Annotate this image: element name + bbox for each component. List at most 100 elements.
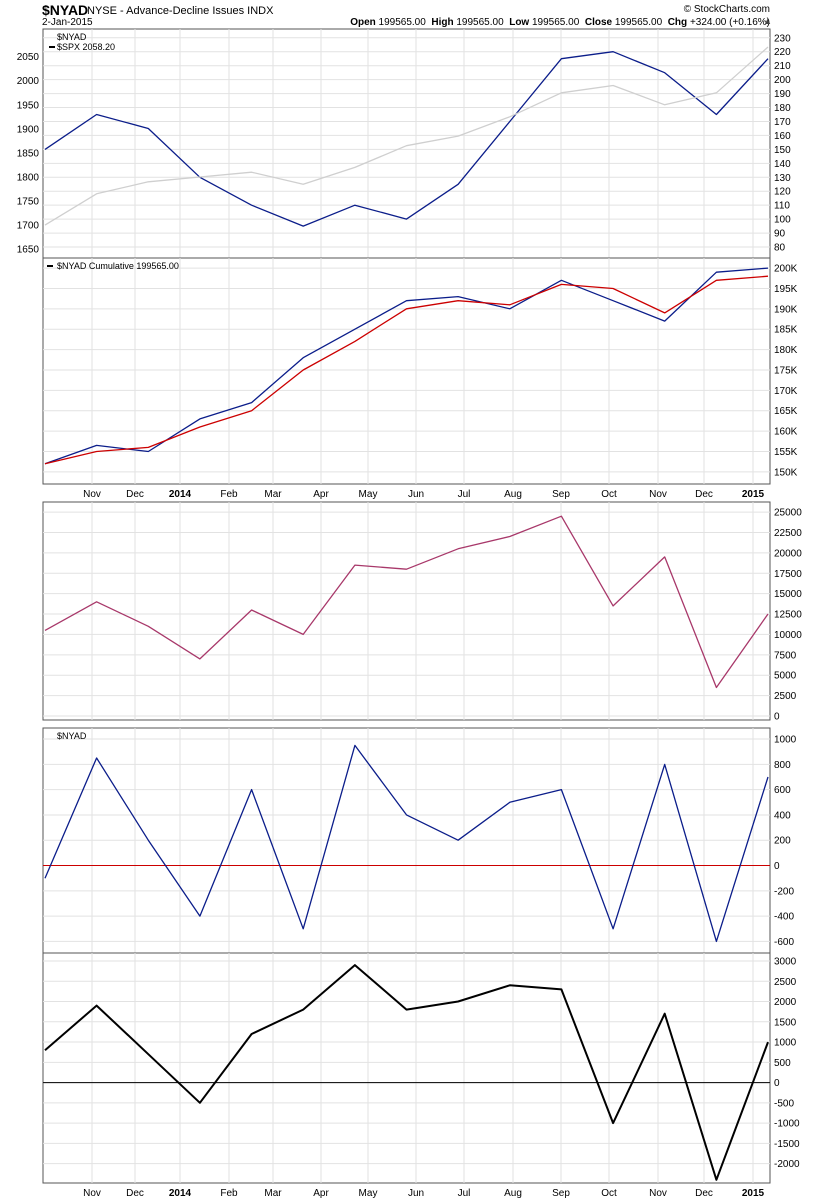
right-tick-label: 170K: [774, 386, 798, 397]
left-tick-label: 1650: [17, 245, 40, 256]
x-axis-label: Dec: [695, 489, 713, 500]
x-axis-label: Mar: [264, 489, 282, 500]
left-tick-label: 1950: [17, 100, 40, 111]
right-tick-label: 150K: [774, 467, 798, 478]
x-axis-label: Jul: [458, 489, 471, 500]
high-value: 199565.00: [456, 17, 504, 28]
right-tick-label: 160: [774, 131, 791, 142]
x-axis-label: May: [359, 1188, 378, 1199]
left-tick-label: 1700: [17, 221, 40, 232]
-nyad-series-line: [44, 51, 769, 227]
legend-entry: $NYAD: [57, 731, 87, 741]
oscillator-3-panel: [42, 952, 771, 1184]
-spx-2058-20-series-line: [44, 46, 769, 226]
right-tick-label: 0: [774, 861, 780, 872]
high-label: High: [431, 17, 454, 28]
left-tick-label: 1900: [17, 124, 40, 135]
symbol-subtitle: NYSE - Advance-Decline Issues INDX: [87, 5, 274, 17]
right-tick-label: 160K: [774, 427, 798, 438]
open-label: Open: [350, 17, 376, 28]
close-value: 199565.00: [614, 17, 663, 28]
right-tick-label: 20000: [774, 548, 802, 559]
x-axis-label: 2015: [742, 1188, 765, 1199]
legend-entry: $SPX 2058.20: [57, 42, 115, 52]
left-tick-label: 1800: [17, 172, 40, 183]
right-tick-label: 600: [774, 785, 791, 796]
right-tick-label: -500: [774, 1098, 794, 1109]
x-axis-label: Mar: [264, 1188, 282, 1199]
right-tick-label: 1000: [774, 735, 797, 746]
right-tick-label: 2500: [774, 977, 797, 988]
x-axis-label: Nov: [83, 1188, 101, 1199]
right-tick-label: 12500: [774, 610, 802, 621]
right-tick-label: 210: [774, 61, 791, 72]
right-tick-label: 190K: [774, 304, 798, 315]
x-axis-label: 2015: [742, 489, 765, 500]
right-tick-label: 2500: [774, 691, 797, 702]
right-tick-label: 100: [774, 215, 791, 226]
stockcharts-credit[interactable]: © StockCharts.com: [683, 4, 770, 15]
right-tick-label: -1500: [774, 1139, 800, 1150]
right-tick-label: 400: [774, 810, 791, 821]
right-tick-label: 120: [774, 187, 791, 198]
low-label: Low: [509, 17, 530, 28]
right-tick-label: 170: [774, 117, 791, 128]
right-tick-label: 175K: [774, 365, 798, 376]
right-tick-label: 15000: [774, 589, 802, 600]
x-axis-label: Feb: [220, 1188, 238, 1199]
chart-header: $NYAD NYSE - Advance-Decline Issues INDX…: [0, 0, 820, 30]
x-axis-label: Sep: [552, 489, 570, 500]
right-tick-label: 130: [774, 173, 791, 184]
chg-label: Chg: [667, 17, 688, 28]
x-axis-label: Dec: [126, 489, 144, 500]
right-tick-label: 25000: [774, 508, 802, 519]
right-tick-label: 1500: [774, 1017, 797, 1028]
x-axis-label: Dec: [126, 1188, 144, 1199]
cumulative-frame: [42, 257, 771, 485]
right-tick-label: -1000: [774, 1119, 800, 1130]
price-frame: [42, 28, 771, 259]
x-axis-label: Jul: [458, 1188, 471, 1199]
ohlc-readout: Open 199565.00 High 199565.00 Low 199565…: [350, 17, 770, 28]
cumulative-panel: [42, 257, 771, 485]
right-tick-label: -200: [774, 886, 794, 897]
x-axis-label: Oct: [601, 1188, 617, 1199]
low-value: 199565.00: [532, 17, 580, 28]
right-tick-label: 200: [774, 836, 791, 847]
oscillator-1-frame: [42, 501, 771, 721]
right-tick-label: 200K: [774, 264, 798, 275]
x-axis-label: Nov: [649, 489, 667, 500]
price-panel: [42, 28, 771, 259]
right-tick-label: 5000: [774, 671, 797, 682]
right-tick-label: 7500: [774, 650, 797, 661]
right-tick-label: 800: [774, 760, 791, 771]
right-tick-label: 3000: [774, 957, 797, 968]
cumulative-series-line: [44, 275, 769, 465]
right-tick-label: 0: [774, 1078, 780, 1089]
x-axis-label: Sep: [552, 1188, 570, 1199]
right-tick-label: 10000: [774, 630, 802, 641]
right-tick-label: 155K: [774, 447, 798, 458]
x-axis-label: Aug: [504, 1188, 522, 1199]
right-tick-label: 0: [774, 712, 780, 723]
close-label: Close: [584, 17, 613, 28]
up-arrow-icon: ▲: [763, 16, 772, 26]
x-axis-label: 2014: [169, 1188, 192, 1199]
legend-entry: $NYAD: [57, 32, 87, 42]
x-axis-label: Nov: [83, 489, 101, 500]
x-axis-label: 2014: [169, 489, 192, 500]
oscillator-3-frame: [42, 952, 771, 1184]
right-tick-label: 230: [774, 33, 791, 44]
right-tick-label: 22500: [774, 528, 802, 539]
chg-value: +324.00 (+0.16%): [689, 17, 770, 28]
right-tick-label: -400: [774, 912, 794, 923]
oscillator-1-series-line: [44, 515, 769, 689]
right-tick-label: 180: [774, 103, 791, 114]
-nyad-series-line: [44, 744, 769, 943]
left-tick-label: 1850: [17, 148, 40, 159]
left-tick-label: 1750: [17, 197, 40, 208]
right-tick-label: 90: [774, 229, 786, 240]
right-tick-label: 185K: [774, 325, 798, 336]
right-tick-label: 17500: [774, 569, 802, 580]
